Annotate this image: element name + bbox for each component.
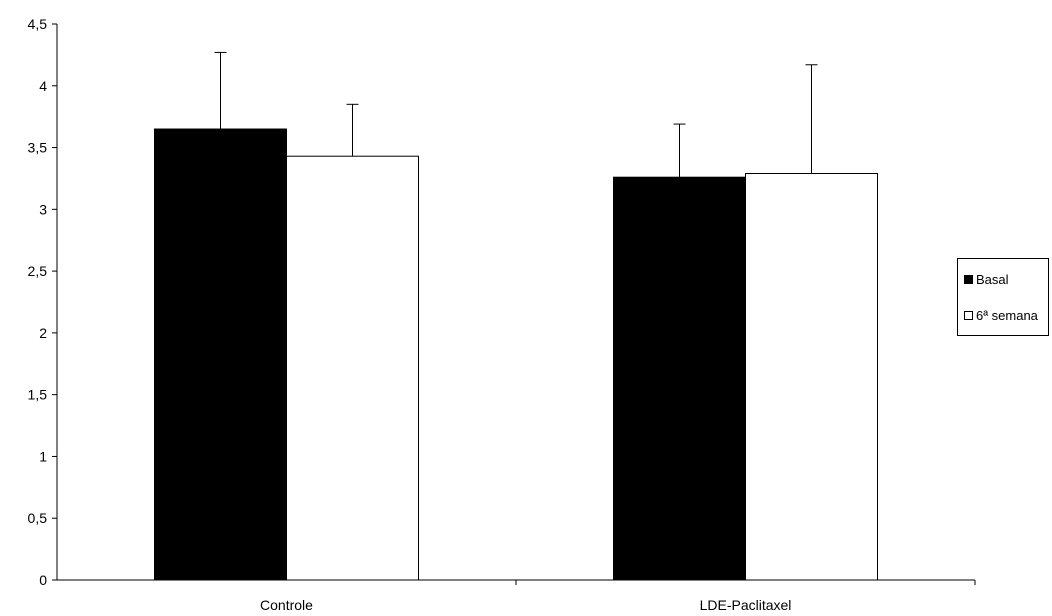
y-tick-label: 2 — [39, 325, 47, 341]
bars — [154, 128, 878, 581]
y-tick-label: 4,5 — [28, 16, 48, 32]
x-axis-ticks: Controle LDE-Paclitaxel — [260, 580, 976, 613]
bar — [154, 128, 287, 581]
error-bars — [214, 51, 818, 178]
legend-swatch-6a-semana — [964, 310, 973, 320]
y-tick-label: 3,5 — [28, 140, 48, 156]
y-tick-label: 1 — [39, 448, 47, 464]
y-tick-label: 0,5 — [28, 510, 48, 526]
y-tick-label: 0 — [39, 572, 47, 588]
x-tick-label: Controle — [260, 597, 313, 613]
legend-item-basal: Basal — [964, 271, 1009, 287]
y-tick-label: 4 — [39, 78, 47, 94]
x-tick-label: LDE-Paclitaxel — [700, 597, 792, 613]
bar — [745, 173, 878, 581]
y-tick-label: 3 — [39, 201, 47, 217]
bar — [286, 155, 419, 581]
legend: Basal 6ª semana — [957, 258, 1049, 336]
legend-label-basal: Basal — [976, 271, 1009, 287]
legend-item-6a-semana: 6ª semana — [964, 307, 1038, 323]
legend-label-6a-semana: 6ª semana — [976, 307, 1038, 323]
legend-swatch-basal — [964, 274, 973, 284]
bar — [613, 176, 746, 581]
y-axis-ticks: 0 0,5 1 1,5 2 2,5 3 3,5 4 4,5 — [28, 16, 57, 588]
y-tick-label: 1,5 — [28, 387, 48, 403]
y-tick-label: 2,5 — [28, 263, 48, 279]
